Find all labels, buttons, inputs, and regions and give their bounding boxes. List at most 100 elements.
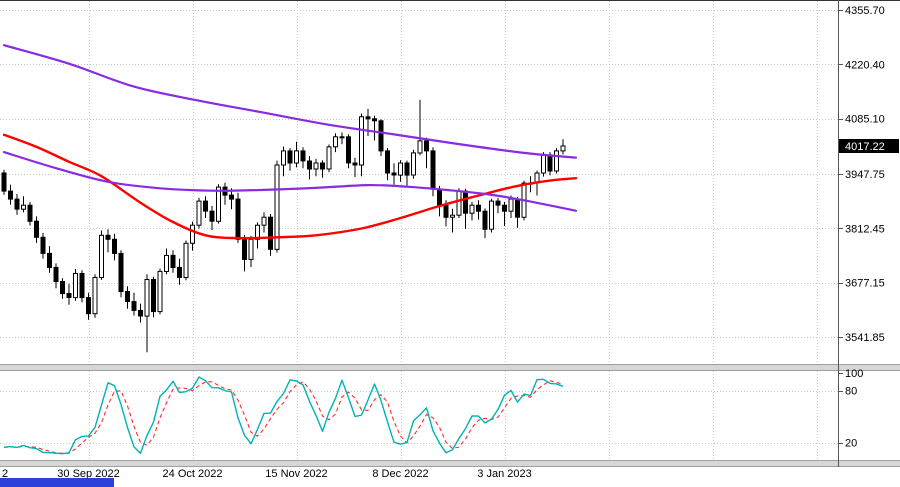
candle bbox=[86, 292, 91, 320]
candle bbox=[209, 206, 215, 231]
candle bbox=[359, 113, 364, 177]
candle bbox=[502, 201, 507, 226]
candle bbox=[346, 134, 351, 169]
candle bbox=[294, 141, 299, 168]
current-price-label: 4017.22 bbox=[845, 141, 885, 153]
candle bbox=[339, 132, 345, 145]
ma-mid-red bbox=[2, 133, 578, 240]
candle bbox=[508, 195, 514, 218]
candle bbox=[66, 283, 72, 305]
ma-long-purple bbox=[2, 44, 578, 159]
candle bbox=[469, 201, 475, 221]
candle bbox=[21, 196, 26, 213]
ma-flat-purple bbox=[2, 151, 578, 212]
candle bbox=[391, 163, 397, 185]
candle bbox=[40, 232, 46, 259]
candle bbox=[112, 233, 117, 261]
price-tick-label: 4085.10 bbox=[845, 114, 885, 126]
indicator-scale-label: 20 bbox=[845, 438, 857, 450]
gridlines bbox=[0, 1, 838, 460]
candle bbox=[333, 133, 338, 153]
candle bbox=[404, 160, 410, 186]
candle bbox=[131, 292, 137, 316]
candle bbox=[248, 235, 254, 267]
time-axis[interactable]: 30 Sep 2022 24 Oct 2022 15 Nov 2022 8 Dec 2… bbox=[2, 468, 532, 480]
candle bbox=[151, 276, 156, 318]
candle bbox=[47, 246, 52, 273]
candle bbox=[378, 119, 384, 157]
panel-splitter-top[interactable] bbox=[0, 364, 900, 371]
price-tick-label: 4220.40 bbox=[845, 59, 885, 71]
candle bbox=[92, 274, 98, 318]
candle bbox=[456, 188, 462, 218]
indicator-scale-label: 100 bbox=[845, 368, 863, 380]
candle bbox=[554, 148, 559, 174]
candle bbox=[183, 240, 189, 281]
candle bbox=[287, 148, 293, 171]
date-label: 8 Dec 2022 bbox=[372, 468, 428, 480]
panel-splitter-bottom[interactable] bbox=[0, 460, 900, 467]
candle bbox=[27, 201, 33, 226]
candle bbox=[60, 278, 65, 299]
candle bbox=[177, 258, 182, 285]
date-label: 24 Oct 2022 bbox=[163, 468, 223, 480]
price-scale[interactable]: 4355.70 4220.40 4085.10 3947.75 3812.45 3677.… bbox=[838, 0, 899, 467]
price-tick-label: 4355.70 bbox=[845, 5, 885, 17]
candle bbox=[8, 184, 13, 205]
candle bbox=[424, 137, 429, 169]
date-label: 30 Sep 2022 bbox=[57, 468, 119, 480]
candle bbox=[450, 208, 455, 233]
indicator-scale-label: 80 bbox=[845, 386, 857, 398]
current-price-tag: 4017.22 bbox=[839, 139, 899, 153]
candle bbox=[268, 214, 273, 256]
candle bbox=[372, 115, 377, 141]
candle bbox=[313, 158, 319, 177]
candle bbox=[125, 286, 130, 309]
candle bbox=[235, 192, 241, 243]
price-tick-label: 3541.85 bbox=[845, 332, 885, 344]
candle bbox=[79, 270, 85, 303]
candle bbox=[482, 208, 488, 239]
price-tick-label: 3947.75 bbox=[845, 169, 885, 181]
candle bbox=[476, 200, 481, 220]
candle bbox=[229, 188, 234, 210]
price-tick-label: 3812.45 bbox=[845, 223, 885, 235]
candle bbox=[14, 193, 20, 215]
candle bbox=[352, 157, 358, 177]
candle bbox=[34, 216, 39, 243]
candle bbox=[196, 197, 202, 229]
candle bbox=[1, 169, 7, 195]
price-tick-label: 3677.15 bbox=[845, 278, 885, 290]
candle bbox=[326, 144, 332, 173]
candle bbox=[144, 274, 150, 353]
candle bbox=[99, 230, 104, 280]
candle bbox=[320, 160, 325, 178]
candle bbox=[203, 196, 208, 218]
candle bbox=[255, 222, 260, 249]
candle bbox=[274, 160, 280, 253]
candle bbox=[300, 147, 306, 169]
candle bbox=[73, 269, 78, 301]
bottom-blue-bar bbox=[0, 478, 114, 487]
candle bbox=[157, 268, 163, 315]
candle bbox=[417, 99, 423, 156]
date-label: 3 Jan 2023 bbox=[477, 468, 531, 480]
stochastic-k-line bbox=[3, 376, 564, 455]
candle bbox=[411, 149, 416, 179]
candle bbox=[138, 303, 143, 323]
candle bbox=[281, 146, 286, 177]
candle bbox=[495, 197, 501, 214]
candle bbox=[105, 229, 111, 253]
candle bbox=[190, 221, 195, 251]
candle bbox=[489, 198, 494, 233]
candle bbox=[261, 212, 267, 233]
date-label: 15 Nov 2022 bbox=[265, 468, 327, 480]
candle bbox=[307, 156, 312, 180]
candle bbox=[53, 263, 59, 289]
candle bbox=[385, 148, 390, 181]
candle bbox=[398, 160, 403, 182]
date-label-partial: 2 bbox=[2, 468, 8, 480]
